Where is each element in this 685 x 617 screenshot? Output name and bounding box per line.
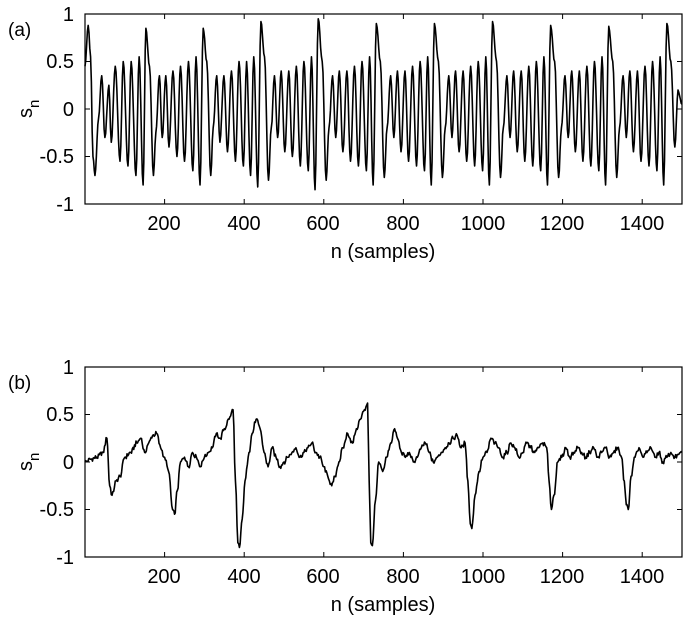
panel-b-ytick-label: 0.5 — [46, 404, 74, 426]
panel-a-xtick-label: 1400 — [620, 213, 665, 235]
panel-a-xtick-label: 1200 — [540, 213, 585, 235]
panel-a-ytick-label: 0.5 — [46, 51, 74, 73]
panel-b-xtick-labels: 200 400 600 800 1000 1200 1400 — [147, 566, 664, 588]
panel-b-plot-frame — [84, 366, 683, 558]
panel-a-y-axis-label-main: s — [15, 108, 37, 118]
panel-a-xtick-labels: 200 400 600 800 1000 1200 1400 — [147, 213, 664, 235]
panel-a-ytick-label: 0 — [63, 99, 74, 121]
panel-b-xtick-label: 600 — [306, 566, 339, 588]
panel-b-ytick-label: 0 — [63, 452, 74, 474]
panel-b-ytick-labels: 1 0.5 0 -0.5 -1 — [40, 357, 74, 569]
panel-b-y-axis-label-main: s — [15, 461, 37, 471]
panel-b-y-axis-label-subscript: n — [26, 453, 43, 461]
panel-b-xtick-label: 1000 — [461, 566, 506, 588]
panel-a-ytick-labels: 1 0.5 0 -0.5 -1 — [40, 4, 74, 216]
panel-b-ticks — [85, 366, 682, 558]
panel-a-ytick-label: -0.5 — [40, 146, 74, 168]
panel-a: (a) 1 0.5 0 -0.5 -1 200 400 600 800 1000… — [8, 4, 683, 263]
panel-a-xtick-label: 600 — [306, 213, 339, 235]
panel-b-series-line — [84, 402, 683, 549]
panel-a-ytick-label: 1 — [63, 4, 74, 26]
panel-b-x-axis-label: n (samples) — [331, 594, 435, 616]
panel-b-xtick-label: 400 — [227, 566, 260, 588]
panel-a-x-axis-label: n (samples) — [331, 241, 435, 263]
panel-a-xtick-label: 400 — [227, 213, 260, 235]
panel-b-ytick-label: -1 — [56, 547, 74, 569]
panel-a-xtick-label: 800 — [386, 213, 419, 235]
panel-b-xtick-label: 1400 — [620, 566, 665, 588]
panel-b: (b) 1 0.5 0 -0.5 -1 200 400 600 800 1000… — [8, 357, 683, 616]
panel-b-label: (b) — [8, 373, 31, 394]
panel-b-y-axis-label: sn — [15, 453, 43, 471]
panel-a-y-axis-label: sn — [15, 100, 43, 118]
panel-a-series-line — [84, 17, 683, 191]
panel-b-xtick-label: 200 — [147, 566, 180, 588]
panel-b-ytick-label: 1 — [63, 357, 74, 379]
panel-a-xtick-label: 200 — [147, 213, 180, 235]
panel-b-xtick-label: 800 — [386, 566, 419, 588]
panel-b-ytick-label: -0.5 — [40, 499, 74, 521]
panel-a-label: (a) — [8, 20, 31, 41]
panel-b-xtick-label: 1200 — [540, 566, 585, 588]
panel-a-ytick-label: -1 — [56, 194, 74, 216]
panel-a-xtick-label: 1000 — [461, 213, 506, 235]
panel-a-y-axis-label-subscript: n — [26, 100, 43, 108]
